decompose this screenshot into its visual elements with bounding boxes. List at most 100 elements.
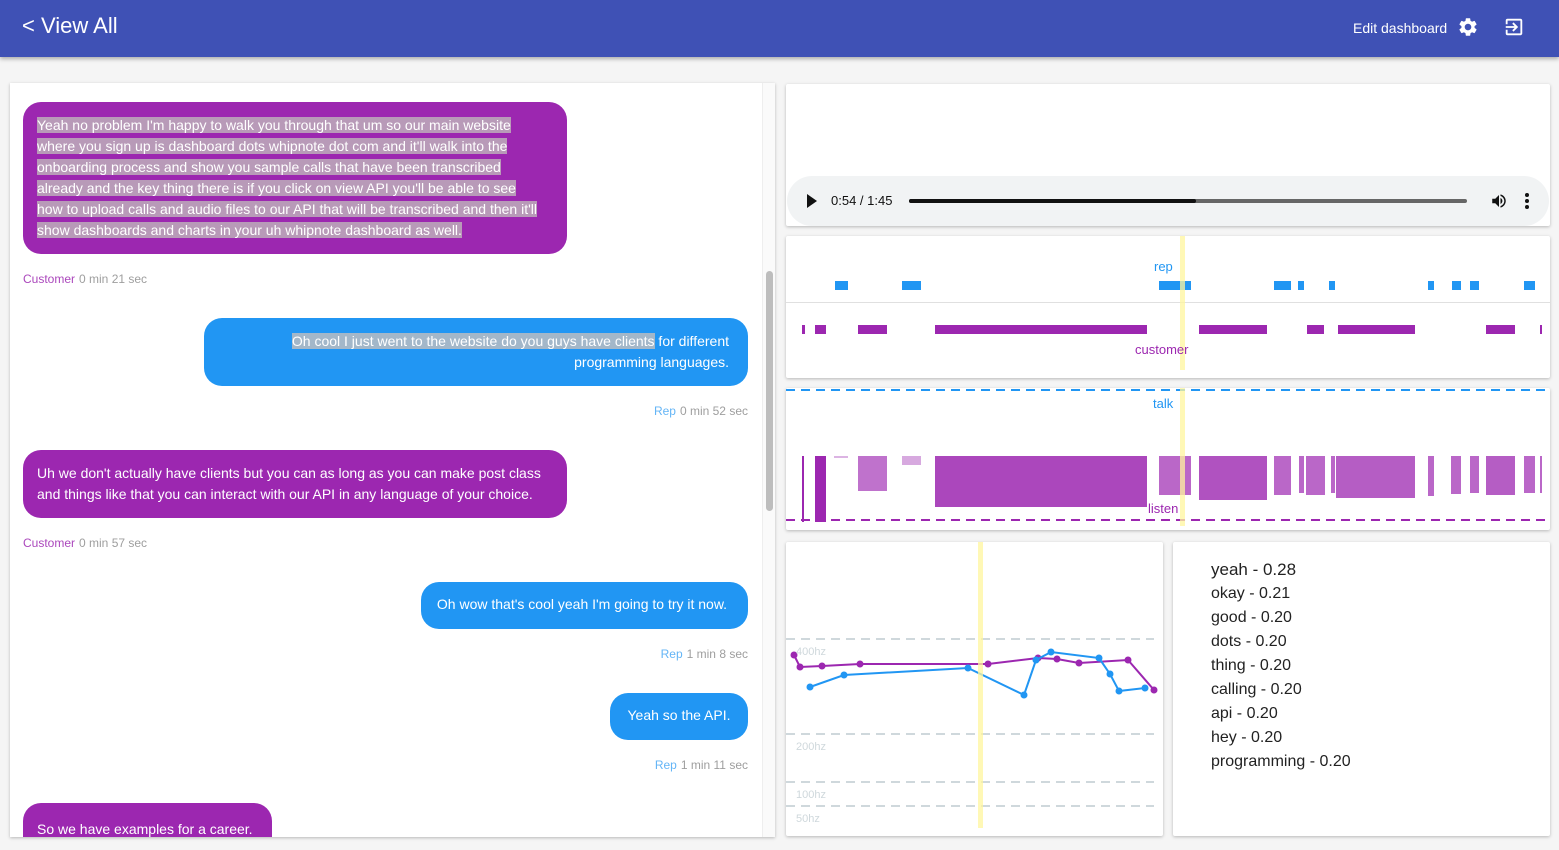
listen-bar <box>1331 456 1335 493</box>
keyword-item: dots - 0.20 <box>1211 633 1287 650</box>
transcript-panel: Yeah no problem I'm happy to walk you th… <box>10 83 775 837</box>
rep-speech-segment[interactable] <box>902 281 921 290</box>
keyword-item: programming - 0.20 <box>1211 753 1351 770</box>
listen-bar <box>1199 456 1267 500</box>
playback-time: 0:54 / 1:45 <box>831 193 893 208</box>
seek-bar[interactable] <box>909 199 1467 203</box>
transcript-scrollbar[interactable] <box>762 83 775 837</box>
message-line: Uh we don't actually have clients but yo… <box>37 465 541 481</box>
customer-speech-segment[interactable] <box>802 325 805 334</box>
audio-player: 0:54 / 1:45 <box>787 176 1549 226</box>
message-line: how to upload calls and audio files to o… <box>37 201 537 217</box>
rep-speech-segment[interactable] <box>1470 281 1479 290</box>
listen-bar <box>858 456 887 491</box>
message-meta: Customer 0 min 57 sec <box>23 536 147 550</box>
talk-label: talk <box>1153 396 1174 411</box>
rep-pitch-line <box>809 650 1146 697</box>
listen-bar <box>1524 456 1535 493</box>
keyword-item: hey - 0.20 <box>1211 729 1283 746</box>
exit-to-app-icon[interactable] <box>1503 16 1525 38</box>
customer-message-bubble[interactable]: So we have examples for a career. <box>23 803 272 837</box>
customer-pitch-point <box>984 660 992 668</box>
rep-pitch-point <box>1115 687 1123 695</box>
scrollbar-thumb[interactable] <box>766 271 773 511</box>
talk-listen-lines <box>786 389 1550 521</box>
customer-pitch-point <box>856 660 864 668</box>
y-tick-400: 400hz <box>796 646 826 658</box>
rep-speech-segment[interactable] <box>1159 281 1191 290</box>
customer-speech-segment[interactable] <box>1338 325 1415 334</box>
timestamp: 1 min 11 sec <box>680 758 748 772</box>
speaker-label: Rep <box>660 647 683 661</box>
customer-message-bubble[interactable]: Uh we don't actually have clients but yo… <box>23 450 567 518</box>
view-all-back-link[interactable]: < View All <box>22 13 118 38</box>
gear-icon[interactable] <box>1457 16 1479 38</box>
message-text: Yeah so the API. <box>627 707 731 723</box>
keyword-item: calling - 0.20 <box>1211 681 1302 698</box>
rep-speech-segment[interactable] <box>1452 281 1461 290</box>
listen-bar <box>1428 456 1434 496</box>
keyword-item: okay - 0.21 <box>1211 585 1291 602</box>
listen-bar <box>1159 456 1191 495</box>
message-meta: Rep 1 min 11 sec <box>655 758 748 772</box>
message-line: onboarding process and show you sample c… <box>37 159 501 175</box>
timeline-divider <box>786 302 1550 303</box>
customer-speech-segment[interactable] <box>1540 325 1542 334</box>
volume-icon[interactable] <box>1490 192 1508 210</box>
message-line: Yeah no problem I'm happy to walk you th… <box>37 117 511 133</box>
listen-bar <box>815 456 826 522</box>
customer-pitch-point <box>1150 686 1158 694</box>
talk-listen-chart: talk listen <box>786 388 1550 530</box>
customer-speech-segment[interactable] <box>858 325 887 334</box>
rep-message-bubble[interactable]: Oh wow that's cool yeah I'm going to try… <box>421 582 748 629</box>
rep-pitch-point <box>964 664 972 672</box>
speaker-label: Rep <box>654 758 677 772</box>
message-line: where you sign up is dashboard dots whip… <box>37 138 508 154</box>
keywords-card: yeah - 0.28 okay - 0.21 good - 0.20 dots… <box>1173 542 1550 836</box>
keyword-item: yeah - 0.28 <box>1211 560 1297 579</box>
keyword-item: good - 0.20 <box>1211 609 1292 626</box>
playhead-marker[interactable] <box>1180 388 1185 526</box>
listen-bar <box>802 456 804 522</box>
rep-speech-segment[interactable] <box>1428 281 1434 290</box>
customer-speech-segment[interactable] <box>935 325 1147 334</box>
rep-speech-segment[interactable] <box>835 281 848 290</box>
rep-message-bubble[interactable]: Oh cool I just went to the website do yo… <box>204 318 748 386</box>
pitch-line-chart <box>786 638 1158 807</box>
keyword-item: api - 0.20 <box>1211 705 1278 722</box>
speaker-label: Customer <box>23 536 76 550</box>
customer-speech-segment[interactable] <box>815 325 826 334</box>
app-bar: < View All Edit dashboard <box>0 0 1559 57</box>
rep-speech-segment[interactable] <box>1329 281 1335 290</box>
customer-speech-segment[interactable] <box>1307 325 1324 334</box>
rep-speech-segment[interactable] <box>1298 281 1304 290</box>
keyword-item: thing - 0.20 <box>1211 657 1292 674</box>
rep-pitch-point <box>806 683 814 691</box>
more-vert-icon[interactable] <box>1524 192 1530 210</box>
playhead-marker[interactable] <box>1180 236 1185 370</box>
edit-dashboard-button[interactable]: Edit dashboard <box>1353 20 1448 36</box>
rep-speech-segment[interactable] <box>1274 281 1291 290</box>
customer-pitch-point <box>796 663 804 671</box>
customer-message-bubble[interactable]: Yeah no problem I'm happy to walk you th… <box>23 102 567 254</box>
y-tick-200: 200hz <box>796 741 826 753</box>
customer-speech-segment[interactable] <box>1486 325 1515 334</box>
play-icon[interactable] <box>807 194 817 208</box>
message-text: So we have examples for a career. <box>37 821 253 837</box>
listen-bar <box>935 456 1147 507</box>
y-tick-50: 50hz <box>796 813 820 825</box>
rep-message-bubble[interactable]: Yeah so the API. <box>610 693 748 740</box>
timestamp: 0 min 21 sec <box>79 272 148 286</box>
customer-pitch-point <box>1053 655 1061 663</box>
keyword-list: yeah - 0.28 okay - 0.21 good - 0.20 dots… <box>1211 558 1351 774</box>
playhead-marker[interactable] <box>978 542 983 828</box>
message-line: and things like that you can interact wi… <box>37 486 533 502</box>
selected-text: Oh cool I just went to the website do yo… <box>291 333 655 349</box>
timestamp: 0 min 57 sec <box>79 536 148 550</box>
listen-bar <box>1306 456 1325 495</box>
rep-pitch-point <box>840 671 848 679</box>
rep-speech-segment[interactable] <box>1524 281 1535 290</box>
message-text: programming languages. <box>574 354 729 370</box>
customer-speech-segment[interactable] <box>1199 325 1267 334</box>
message-text: Oh wow that's cool yeah I'm going to try… <box>436 596 728 612</box>
